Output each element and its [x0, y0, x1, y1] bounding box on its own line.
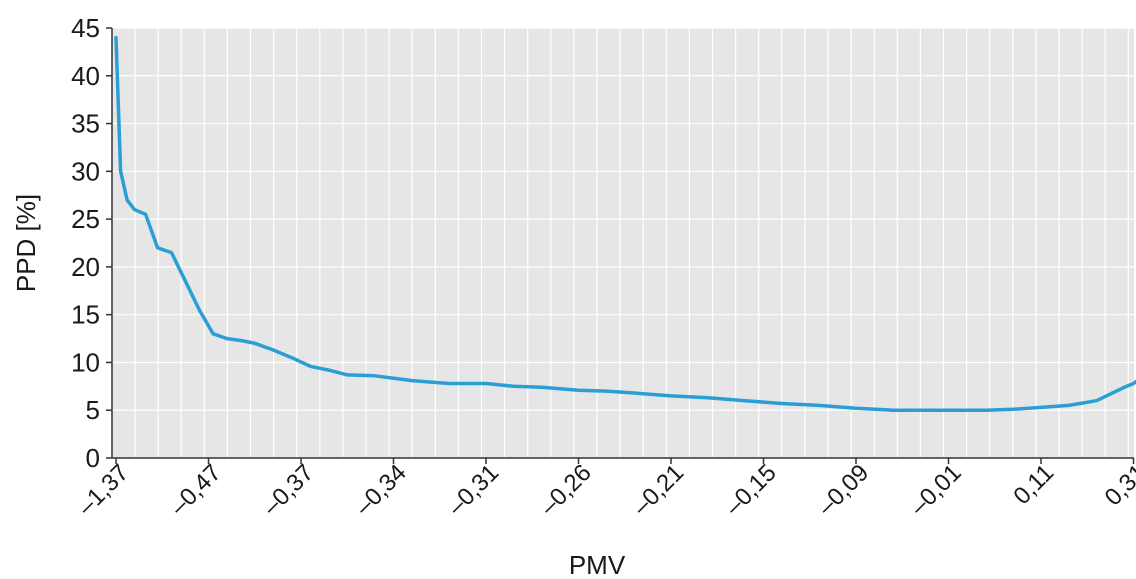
x-tick-label: –0,37 — [258, 459, 320, 521]
y-tick-label: 0 — [86, 443, 100, 473]
y-tick-label: 25 — [71, 204, 100, 234]
y-tick-label: 5 — [86, 395, 100, 425]
x-tick-label: –0,31 — [443, 459, 505, 521]
x-tick-label: –0,26 — [535, 459, 597, 521]
data-series — [114, 35, 1136, 412]
y-tick-labels: 0 5 10 15 20 25 30 35 40 45 — [71, 13, 112, 473]
y-tick-label: 35 — [71, 109, 100, 139]
x-tick-label: –1,37 — [73, 459, 135, 521]
x-tick-label: 0,31 — [1100, 459, 1136, 511]
x-tick-label: 0,11 — [1008, 459, 1059, 510]
y-tick-label: 45 — [71, 13, 100, 43]
x-tick-label: –0,01 — [905, 459, 967, 521]
y-tick-label: 40 — [71, 61, 100, 91]
y-tick-label: 30 — [71, 156, 100, 186]
y-tick-label: 15 — [71, 300, 100, 330]
x-tick-label: –0,21 — [628, 459, 690, 521]
series-line — [114, 35, 1136, 412]
plot-background — [112, 28, 1134, 458]
y-tick-label: 10 — [71, 347, 100, 377]
x-tick-label: –0,09 — [813, 459, 875, 521]
y-tick-label: 20 — [71, 252, 100, 282]
x-tick-label: –0,34 — [350, 459, 412, 521]
x-tick-labels: –1,37 –0,47 –0,37 –0,34 –0,31 –0,26 –0,21 –0,15… — [73, 458, 1136, 521]
x-tick-label: –0,15 — [720, 459, 782, 521]
x-axis-title: PMV — [569, 550, 626, 579]
y-axis-title: PPD [%] — [11, 194, 41, 292]
x-tick-label: –0,47 — [165, 459, 227, 521]
